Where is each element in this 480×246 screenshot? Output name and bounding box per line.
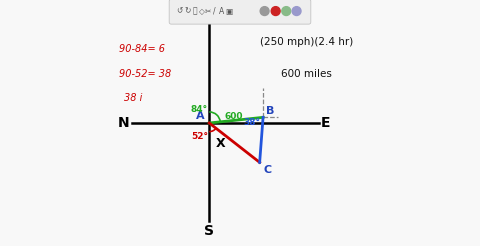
Text: /: / — [213, 7, 216, 15]
Text: 600 miles: 600 miles — [281, 69, 332, 79]
Circle shape — [260, 7, 269, 15]
Text: X: X — [216, 138, 225, 150]
Text: 52°: 52° — [191, 132, 208, 141]
Text: 38°: 38° — [243, 118, 261, 127]
Text: 90-84= 6: 90-84= 6 — [120, 44, 166, 54]
Circle shape — [282, 7, 291, 15]
Text: ◇: ◇ — [199, 7, 205, 15]
Text: ✂: ✂ — [205, 7, 211, 15]
Text: N: N — [204, 0, 215, 9]
Text: ↻: ↻ — [184, 7, 190, 15]
Text: A: A — [219, 7, 224, 15]
Text: 90-52= 38: 90-52= 38 — [120, 69, 172, 79]
Text: S: S — [204, 224, 214, 238]
Text: A: A — [196, 110, 204, 121]
Text: E: E — [321, 116, 331, 130]
Text: 600: 600 — [225, 112, 243, 121]
Text: 38 i: 38 i — [124, 93, 143, 103]
Text: ⌖: ⌖ — [192, 7, 197, 15]
Text: ▣: ▣ — [225, 7, 232, 15]
Text: 84°: 84° — [191, 105, 208, 114]
Text: (250 mph)(2.4 hr): (250 mph)(2.4 hr) — [260, 37, 353, 47]
Text: B: B — [265, 106, 274, 116]
Circle shape — [292, 7, 301, 15]
Circle shape — [271, 7, 280, 15]
Text: C: C — [264, 165, 272, 175]
Text: N: N — [118, 116, 129, 130]
FancyBboxPatch shape — [169, 0, 311, 24]
Text: ↺: ↺ — [177, 7, 183, 15]
